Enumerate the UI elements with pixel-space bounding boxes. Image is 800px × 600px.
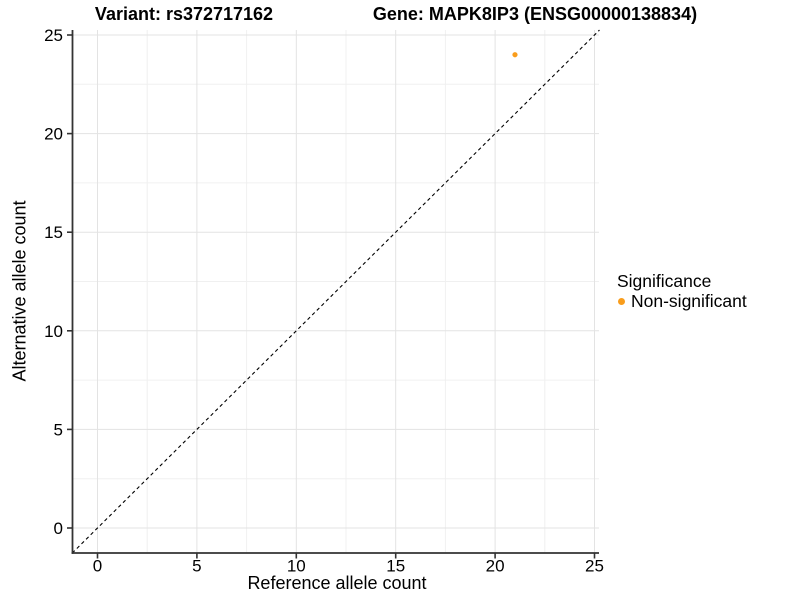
x-tick-label: 5 — [192, 557, 201, 576]
legend: Significance Non-significant — [617, 271, 747, 311]
legend-item-label: Non-significant — [631, 291, 747, 311]
x-tick-label: 10 — [287, 557, 306, 576]
y-tick-label: 15 — [44, 223, 63, 242]
y-tick-label: 10 — [44, 322, 63, 341]
legend-items: Non-significant — [617, 291, 747, 311]
y-tick-label: 0 — [54, 519, 63, 538]
legend-point-icon — [618, 297, 625, 305]
y-tick-label: 25 — [44, 26, 63, 45]
data-point — [512, 52, 518, 58]
y-tick-label: 5 — [54, 420, 63, 439]
legend-item: Non-significant — [617, 291, 747, 311]
x-tick-label: 0 — [93, 557, 102, 576]
y-tick-label: 20 — [44, 125, 63, 144]
identity-line — [71, 29, 600, 554]
x-tick-label: 20 — [486, 557, 505, 576]
legend-title: Significance — [617, 271, 712, 291]
x-axis-title: Reference allele count — [247, 573, 427, 593]
plot-title-gene: Gene: MAPK8IP3 (ENSG00000138834) — [372, 4, 698, 24]
x-tick-label: 15 — [386, 557, 405, 576]
plot-title-variant: Variant: rs372717162 — [94, 4, 274, 24]
x-tick-label: 25 — [585, 557, 604, 576]
